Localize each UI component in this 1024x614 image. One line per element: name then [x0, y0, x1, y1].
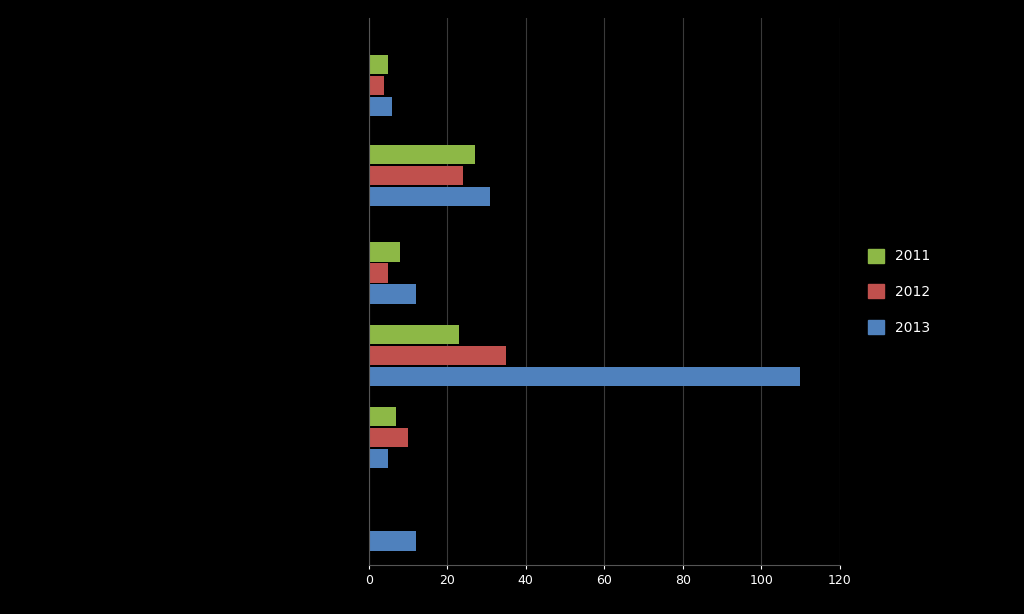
Bar	[369, 55, 388, 74]
Bar	[369, 367, 801, 386]
Bar	[369, 407, 396, 426]
Bar	[369, 531, 416, 551]
Bar	[369, 428, 408, 447]
Bar	[369, 166, 463, 185]
Legend: 2011, 2012, 2013: 2011, 2012, 2013	[861, 242, 938, 341]
Bar	[369, 76, 384, 95]
Bar	[369, 284, 416, 303]
Bar	[369, 243, 400, 262]
Bar	[369, 145, 474, 165]
Bar	[369, 97, 392, 117]
Bar	[369, 187, 490, 206]
Bar	[369, 449, 388, 468]
Bar	[369, 346, 506, 365]
Bar	[369, 263, 388, 282]
Bar	[369, 325, 459, 344]
